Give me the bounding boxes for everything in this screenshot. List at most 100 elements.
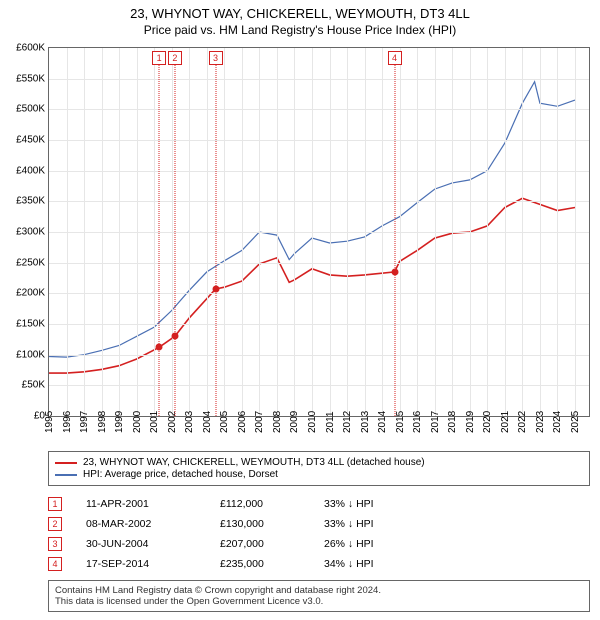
y-axis-label: £600K (16, 43, 45, 54)
x-gridline (242, 48, 243, 416)
x-gridline (365, 48, 366, 416)
x-gridline (207, 48, 208, 416)
x-axis-label: 2023 (535, 411, 546, 433)
plot-area: £0£50K£100K£150K£200K£250K£300K£350K£400… (48, 47, 590, 417)
transaction-dot (212, 286, 219, 293)
tx-price: £207,000 (220, 538, 300, 550)
tx-pct-vs-hpi: 26% ↓ HPI (324, 538, 414, 550)
legend-label: HPI: Average price, detached house, Dors… (83, 469, 278, 480)
tx-number-box: 4 (48, 557, 62, 571)
x-axis-label: 2015 (395, 411, 406, 433)
x-axis-label: 2012 (342, 411, 353, 433)
x-axis-label: 2017 (430, 411, 441, 433)
x-gridline (470, 48, 471, 416)
table-row: 330-JUN-2004£207,00026% ↓ HPI (48, 534, 590, 554)
x-axis-label: 2016 (412, 411, 423, 433)
tx-pct-vs-hpi: 34% ↓ HPI (324, 558, 414, 570)
y-axis-label: £550K (16, 73, 45, 84)
tx-price: £235,000 (220, 558, 300, 570)
x-gridline (137, 48, 138, 416)
legend-swatch (55, 462, 77, 464)
x-axis-label: 1998 (97, 411, 108, 433)
y-gridline (49, 263, 589, 264)
transaction-dot (391, 268, 398, 275)
chart-container: 23, WHYNOT WAY, CHICKERELL, WEYMOUTH, DT… (0, 6, 600, 612)
x-gridline (312, 48, 313, 416)
y-gridline (49, 385, 589, 386)
x-gridline (505, 48, 506, 416)
x-gridline (575, 48, 576, 416)
y-axis-label: £100K (16, 349, 45, 360)
x-axis-label: 2011 (325, 411, 336, 433)
x-gridline (540, 48, 541, 416)
x-gridline (330, 48, 331, 416)
y-gridline (49, 109, 589, 110)
table-row: 1 11-APR-2001 £112,000 33% ↓ HPI (48, 494, 590, 514)
transaction-marker-box: 2 (168, 51, 182, 65)
y-gridline (49, 140, 589, 141)
x-gridline (259, 48, 260, 416)
x-axis-label: 2004 (202, 411, 213, 433)
transaction-marker-line (215, 64, 216, 416)
transaction-dot (156, 344, 163, 351)
tx-pct-vs-hpi: 33% ↓ HPI (324, 498, 414, 510)
x-gridline (154, 48, 155, 416)
title-subtitle: Price paid vs. HM Land Registry's House … (0, 23, 600, 37)
legend-label: 23, WHYNOT WAY, CHICKERELL, WEYMOUTH, DT… (83, 457, 425, 468)
x-axis-label: 2019 (465, 411, 476, 433)
x-gridline (522, 48, 523, 416)
legend-row: HPI: Average price, detached house, Dors… (55, 469, 583, 480)
x-axis-label: 1999 (114, 411, 125, 433)
x-axis-label: 2000 (132, 411, 143, 433)
x-gridline (84, 48, 85, 416)
x-gridline (119, 48, 120, 416)
y-gridline (49, 324, 589, 325)
transaction-marker-box: 4 (388, 51, 402, 65)
x-axis-label: 2025 (570, 411, 581, 433)
x-axis-label: 1995 (44, 411, 55, 433)
x-axis-label: 2005 (219, 411, 230, 433)
y-axis-label: £500K (16, 104, 45, 115)
footer-line1: Contains HM Land Registry data © Crown c… (55, 585, 583, 596)
transaction-table: 111-APR-2001£112,00033% ↓ HPI208-MAR-200… (48, 494, 590, 574)
y-axis-label: £300K (16, 227, 45, 238)
tx-price: £112,000 (220, 498, 300, 510)
x-gridline (224, 48, 225, 416)
chart-titles: 23, WHYNOT WAY, CHICKERELL, WEYMOUTH, DT… (0, 6, 600, 37)
x-gridline (67, 48, 68, 416)
x-axis-label: 2018 (447, 411, 458, 433)
x-gridline (417, 48, 418, 416)
x-gridline (435, 48, 436, 416)
x-axis-label: 2006 (237, 411, 248, 433)
tx-date: 11-APR-2001 (86, 498, 196, 510)
transaction-marker-box: 3 (209, 51, 223, 65)
x-axis-label: 2007 (254, 411, 265, 433)
y-axis-label: £150K (16, 319, 45, 330)
tx-number-box: 3 (48, 537, 62, 551)
x-axis-label: 2002 (167, 411, 178, 433)
x-gridline (452, 48, 453, 416)
x-axis-label: 2003 (184, 411, 195, 433)
y-axis-label: £450K (16, 135, 45, 146)
x-gridline (102, 48, 103, 416)
x-axis-label: 2021 (500, 411, 511, 433)
y-gridline (49, 171, 589, 172)
transaction-marker-line (394, 64, 395, 416)
y-axis-label: £50K (22, 380, 45, 391)
tx-number-box: 1 (48, 497, 62, 511)
x-axis-label: 2008 (272, 411, 283, 433)
x-gridline (347, 48, 348, 416)
tx-number-box: 2 (48, 517, 62, 531)
transaction-marker-line (174, 64, 175, 416)
x-axis-label: 2010 (307, 411, 318, 433)
y-axis-label: £250K (16, 257, 45, 268)
transaction-marker-box: 1 (152, 51, 166, 65)
footer-attribution: Contains HM Land Registry data © Crown c… (48, 580, 590, 612)
y-gridline (49, 201, 589, 202)
transaction-dot (171, 333, 178, 340)
x-gridline (400, 48, 401, 416)
tx-pct-vs-hpi: 33% ↓ HPI (324, 518, 414, 530)
x-axis-label: 2014 (377, 411, 388, 433)
y-axis-label: £400K (16, 165, 45, 176)
x-gridline (277, 48, 278, 416)
